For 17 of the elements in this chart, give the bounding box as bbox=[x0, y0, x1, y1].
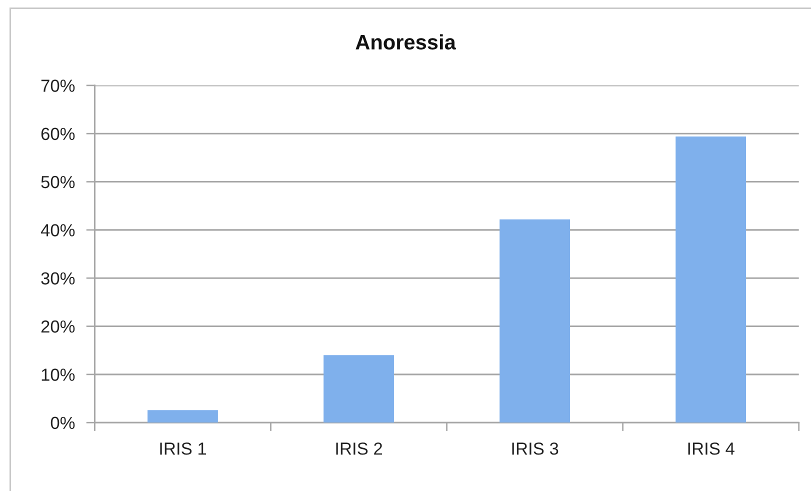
bar bbox=[324, 355, 394, 423]
x-tick-label: IRIS 2 bbox=[336, 442, 382, 455]
bar bbox=[676, 136, 746, 423]
x-tick-label: IRIS 3 bbox=[512, 442, 558, 455]
y-tick-label: 30% bbox=[41, 272, 75, 285]
y-tick-label: 0% bbox=[50, 416, 75, 430]
y-tick-label: 60% bbox=[41, 128, 75, 140]
y-tick-label: 70% bbox=[41, 80, 75, 92]
x-tick-label: IRIS 4 bbox=[688, 442, 734, 455]
bar bbox=[148, 410, 218, 423]
y-tick-label: 20% bbox=[41, 320, 75, 333]
y-tick-label: 40% bbox=[40, 224, 75, 236]
bar bbox=[500, 219, 570, 423]
y-tick-label: 10% bbox=[42, 368, 75, 381]
y-tick-label: 50% bbox=[41, 176, 75, 188]
x-tick-label: IRIS 1 bbox=[160, 442, 206, 455]
chart-title: Anoressia bbox=[356, 34, 456, 50]
